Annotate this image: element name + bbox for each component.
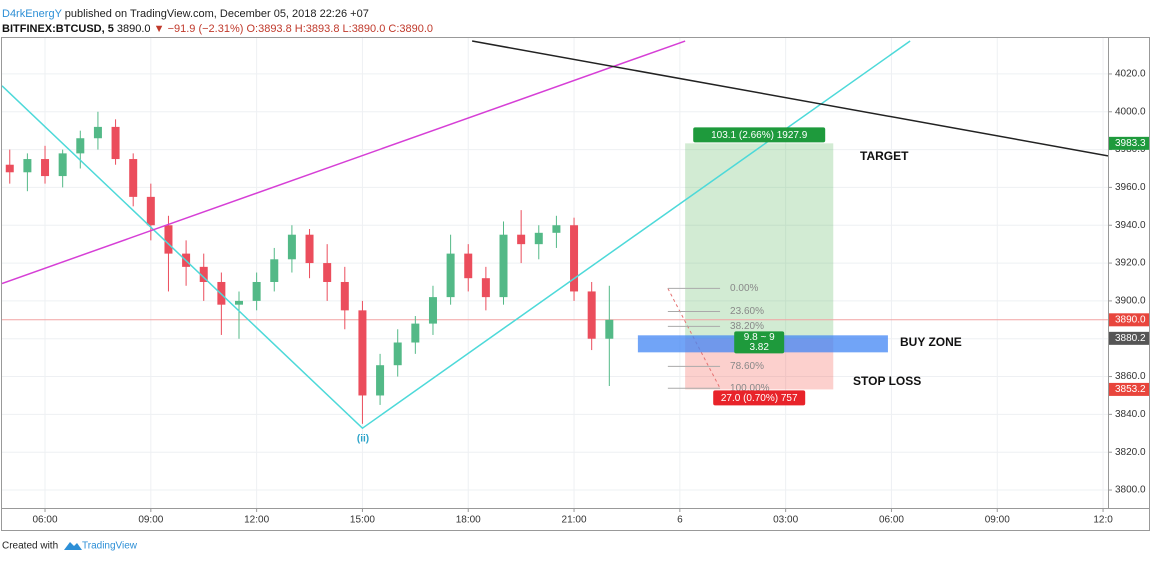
x-tick-label: 09:00	[985, 515, 1010, 526]
candle-body	[428, 297, 437, 324]
candle-body	[129, 159, 138, 197]
x-tick-label: 21:00	[562, 515, 587, 526]
candle-body	[517, 234, 526, 245]
y-tick-label: 3940.0	[1115, 220, 1146, 231]
candle-body	[287, 234, 296, 260]
candle-body	[41, 159, 50, 177]
candle-body	[411, 323, 420, 343]
frame	[1, 37, 1150, 531]
brand-logo	[64, 542, 82, 550]
x-tick-label: 06:00	[879, 515, 904, 526]
candle-body	[499, 234, 508, 298]
x-tick-label: 18:00	[456, 515, 481, 526]
candle-body	[481, 278, 490, 298]
candle-body	[58, 153, 67, 177]
x-tick-label: 06:00	[33, 515, 58, 526]
footer-created: Created with	[2, 541, 58, 552]
candle-body	[534, 232, 543, 245]
candle-body	[146, 196, 155, 226]
y-tick-label: 3820.0	[1115, 447, 1146, 458]
candle-body	[235, 300, 243, 305]
x-tick-label: 03:00	[773, 515, 798, 526]
entry-badge-label: 9.8 ~ 9	[744, 332, 775, 343]
y-tick-label: 3800.0	[1115, 485, 1146, 496]
wave-label: (ii)	[357, 434, 369, 445]
trend-line	[2, 40, 686, 285]
price-badge	[1109, 313, 1149, 327]
fib-label: 78.60%	[730, 361, 764, 372]
stop-label: 27.0 (0.70%) 757	[721, 393, 798, 404]
high: H:3893.8	[295, 23, 340, 35]
fib-label: 0.00%	[730, 283, 758, 294]
candle-body	[5, 164, 14, 173]
candle-body	[464, 253, 473, 279]
candle-body	[252, 281, 261, 301]
trend-line	[2, 40, 911, 430]
price-badge-label: 3880.2	[1115, 333, 1146, 344]
candle-body	[358, 310, 367, 396]
candle-body	[570, 225, 579, 292]
change: ▼ −91.9 (−2.31%)	[154, 23, 244, 35]
y-tick-label: 3960.0	[1115, 182, 1146, 193]
candle-body	[305, 234, 314, 264]
y-tick-label: 4000.0	[1115, 106, 1146, 117]
x-tick-label: 12:0	[1093, 515, 1113, 526]
annotation: TARGET	[860, 149, 909, 163]
entry-badge	[734, 331, 785, 354]
candle-body	[340, 281, 349, 311]
candle-body	[446, 253, 455, 298]
price-badge	[1109, 331, 1149, 345]
candle-body	[393, 342, 402, 366]
candle-body	[76, 138, 85, 154]
x-tick-label: 6	[677, 515, 683, 526]
open: O:3893.8	[246, 23, 291, 35]
y-tick-label: 3900.0	[1115, 296, 1146, 307]
candle-body	[552, 225, 561, 233]
x-tick-label: 09:00	[138, 515, 163, 526]
target-zone	[685, 143, 834, 339]
stop-badge	[713, 390, 806, 406]
fib-label: 23.60%	[730, 306, 764, 317]
target-badge	[693, 127, 826, 143]
candle-body	[111, 126, 120, 160]
price-badge-label: 3853.2	[1115, 384, 1146, 395]
entry-badge-label: 3.82	[749, 342, 769, 353]
price: 3890.0	[117, 23, 151, 35]
footer-brand: TradingView	[82, 541, 138, 552]
price-badge-label: 3890.0	[1115, 314, 1146, 325]
candle-body	[270, 259, 279, 282]
annotation: BUY ZONE	[900, 335, 962, 349]
candle-body	[323, 263, 332, 282]
price-badge-label: 3983.3	[1115, 138, 1146, 149]
y-tick-label: 4020.0	[1115, 69, 1146, 80]
y-tick-label: 3840.0	[1115, 409, 1146, 420]
trend-line	[471, 40, 1108, 157]
annotation: STOP LOSS	[853, 374, 921, 388]
symbol: BITFINEX:BTCUSD, 5	[2, 23, 114, 35]
candle-body	[23, 159, 32, 173]
x-tick-label: 12:00	[244, 515, 269, 526]
close: C:3890.0	[388, 23, 433, 35]
target-label: 103.1 (2.66%) 1927.9	[711, 130, 808, 141]
symbol-line: BITFINEX:BTCUSD, 5 3890.0 ▼ −91.9 (−2.31…	[2, 23, 433, 35]
x-tick-label: 15:00	[350, 515, 375, 526]
price-badge	[1109, 136, 1149, 150]
candle-body	[199, 266, 208, 282]
candle-body	[164, 225, 173, 254]
y-tick-label: 3920.0	[1115, 258, 1146, 269]
y-tick-label: 3860.0	[1115, 371, 1146, 382]
candle-body	[605, 319, 614, 339]
author: D4rkEnergY	[2, 8, 63, 20]
fib-label: 100.00%	[730, 383, 770, 394]
low: L:3890.0	[343, 23, 386, 35]
published: published on TradingView.com, December 0…	[65, 8, 369, 20]
candle-body	[93, 126, 102, 139]
header-line: D4rkEnergY published on TradingView.com,…	[2, 8, 369, 20]
candle-body	[587, 291, 596, 339]
price-badge	[1109, 382, 1149, 396]
fib-label: 38.20%	[730, 321, 764, 332]
candle-body	[376, 365, 385, 396]
